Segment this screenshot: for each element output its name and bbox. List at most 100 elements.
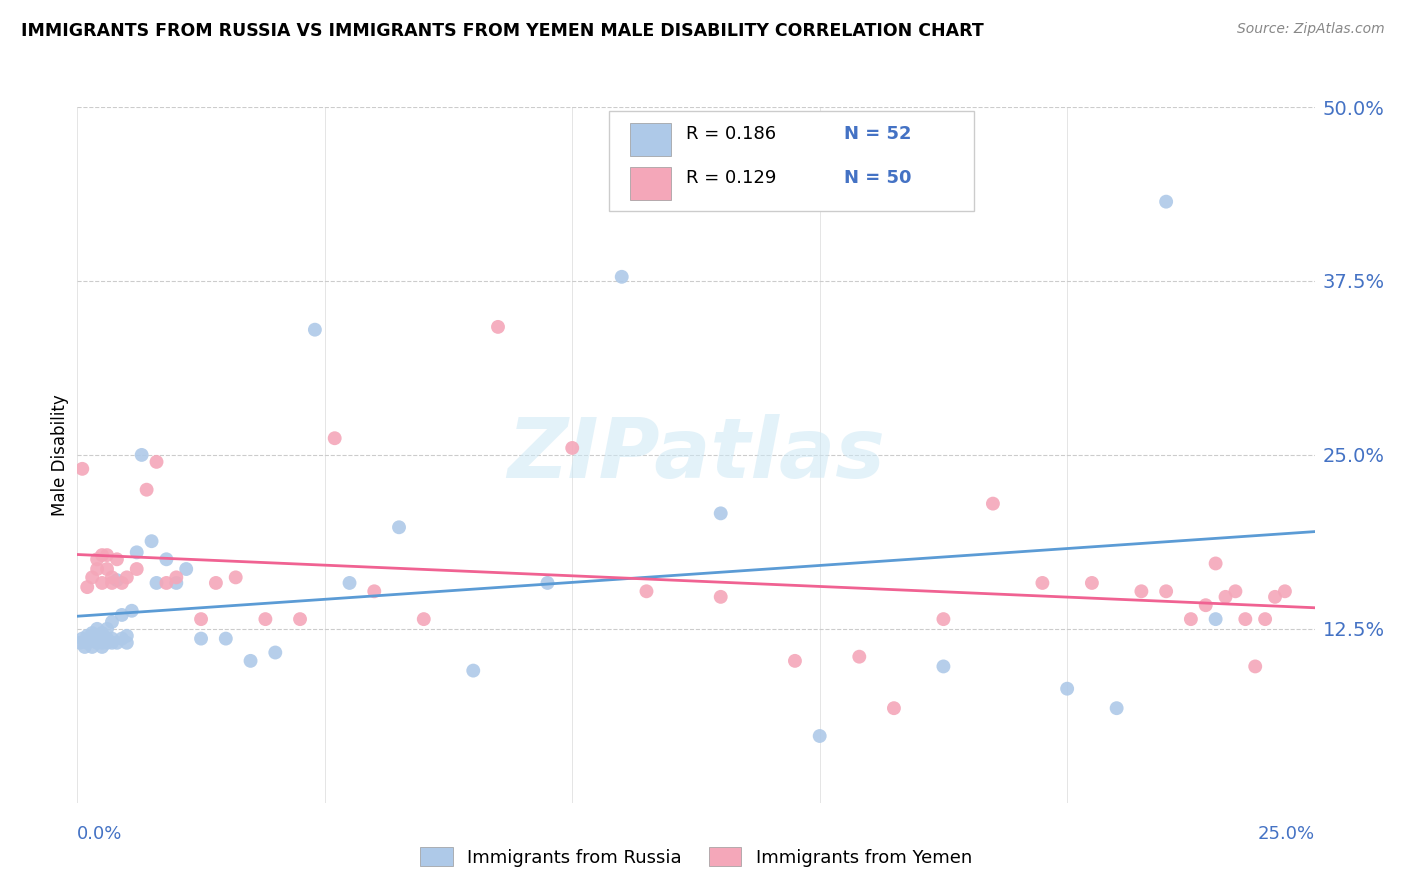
Point bbox=[165, 570, 187, 584]
Point bbox=[1205, 557, 1227, 571]
Point bbox=[131, 448, 153, 462]
Point bbox=[1234, 612, 1257, 626]
Point bbox=[323, 431, 346, 445]
Point bbox=[76, 636, 98, 650]
Point bbox=[304, 323, 326, 337]
Point bbox=[174, 562, 197, 576]
Point bbox=[1195, 598, 1218, 612]
Point bbox=[190, 612, 212, 626]
Text: 0.0%: 0.0% bbox=[77, 825, 122, 843]
Point bbox=[486, 319, 509, 334]
Text: N = 50: N = 50 bbox=[845, 169, 912, 186]
Point bbox=[105, 636, 128, 650]
Point bbox=[536, 576, 558, 591]
Point bbox=[155, 576, 177, 591]
Point bbox=[101, 615, 124, 629]
Point bbox=[72, 462, 94, 476]
Point bbox=[101, 636, 124, 650]
Point bbox=[215, 632, 238, 646]
Point bbox=[1215, 590, 1237, 604]
Point bbox=[82, 632, 104, 646]
Point bbox=[82, 626, 104, 640]
Point bbox=[121, 604, 143, 618]
Point bbox=[981, 497, 1004, 511]
Point bbox=[73, 640, 96, 654]
Point bbox=[710, 590, 733, 604]
Point bbox=[264, 646, 287, 660]
Point bbox=[1264, 590, 1286, 604]
Point bbox=[86, 562, 108, 576]
Point bbox=[86, 636, 108, 650]
Point bbox=[101, 632, 124, 646]
Point bbox=[91, 626, 114, 640]
Point bbox=[636, 584, 658, 599]
Point bbox=[1205, 612, 1227, 626]
Point bbox=[145, 576, 167, 591]
Point bbox=[808, 729, 831, 743]
Text: IMMIGRANTS FROM RUSSIA VS IMMIGRANTS FROM YEMEN MALE DISABILITY CORRELATION CHAR: IMMIGRANTS FROM RUSSIA VS IMMIGRANTS FRO… bbox=[21, 22, 984, 40]
FancyBboxPatch shape bbox=[630, 167, 671, 201]
Point bbox=[339, 576, 361, 591]
Y-axis label: Male Disability: Male Disability bbox=[51, 394, 69, 516]
Point bbox=[96, 562, 118, 576]
Point bbox=[1105, 701, 1128, 715]
Point bbox=[1180, 612, 1202, 626]
Point bbox=[91, 632, 114, 646]
Point bbox=[1056, 681, 1078, 696]
Point bbox=[1081, 576, 1104, 591]
Point bbox=[82, 640, 104, 654]
Point bbox=[141, 534, 163, 549]
Point bbox=[96, 622, 118, 636]
Point bbox=[86, 622, 108, 636]
Point bbox=[1244, 659, 1267, 673]
Text: ZIPatlas: ZIPatlas bbox=[508, 415, 884, 495]
Point bbox=[105, 573, 128, 587]
Point bbox=[96, 548, 118, 562]
Point bbox=[1130, 584, 1153, 599]
Point bbox=[388, 520, 411, 534]
Point bbox=[115, 570, 138, 584]
Point bbox=[101, 570, 124, 584]
Point bbox=[145, 455, 167, 469]
Point bbox=[111, 576, 134, 591]
Legend: Immigrants from Russia, Immigrants from Yemen: Immigrants from Russia, Immigrants from … bbox=[413, 840, 979, 874]
Point bbox=[69, 636, 91, 650]
Point bbox=[412, 612, 434, 626]
Point bbox=[125, 545, 148, 559]
Text: Source: ZipAtlas.com: Source: ZipAtlas.com bbox=[1237, 22, 1385, 37]
Point bbox=[86, 552, 108, 566]
Point bbox=[1031, 576, 1053, 591]
Point bbox=[111, 607, 134, 622]
Point bbox=[1154, 194, 1177, 209]
Point bbox=[463, 664, 485, 678]
Point bbox=[96, 636, 118, 650]
Point bbox=[254, 612, 277, 626]
Point bbox=[72, 632, 94, 646]
Point bbox=[105, 552, 128, 566]
Point bbox=[115, 629, 138, 643]
Point bbox=[91, 548, 114, 562]
Point bbox=[76, 580, 98, 594]
Point bbox=[91, 636, 114, 650]
Point bbox=[1274, 584, 1296, 599]
FancyBboxPatch shape bbox=[630, 123, 671, 156]
Point bbox=[91, 576, 114, 591]
Point bbox=[932, 659, 955, 673]
Point bbox=[561, 441, 583, 455]
Point bbox=[239, 654, 262, 668]
Text: N = 52: N = 52 bbox=[845, 125, 912, 143]
Point bbox=[101, 576, 124, 591]
Point bbox=[91, 640, 114, 654]
Point bbox=[135, 483, 157, 497]
Point bbox=[783, 654, 806, 668]
Point bbox=[76, 629, 98, 643]
Point bbox=[155, 552, 177, 566]
Point bbox=[883, 701, 905, 715]
Point bbox=[363, 584, 385, 599]
Point bbox=[86, 629, 108, 643]
Text: 25.0%: 25.0% bbox=[1257, 825, 1315, 843]
Point bbox=[932, 612, 955, 626]
Point bbox=[848, 649, 870, 664]
Point bbox=[165, 576, 187, 591]
Text: R = 0.186: R = 0.186 bbox=[686, 125, 776, 143]
